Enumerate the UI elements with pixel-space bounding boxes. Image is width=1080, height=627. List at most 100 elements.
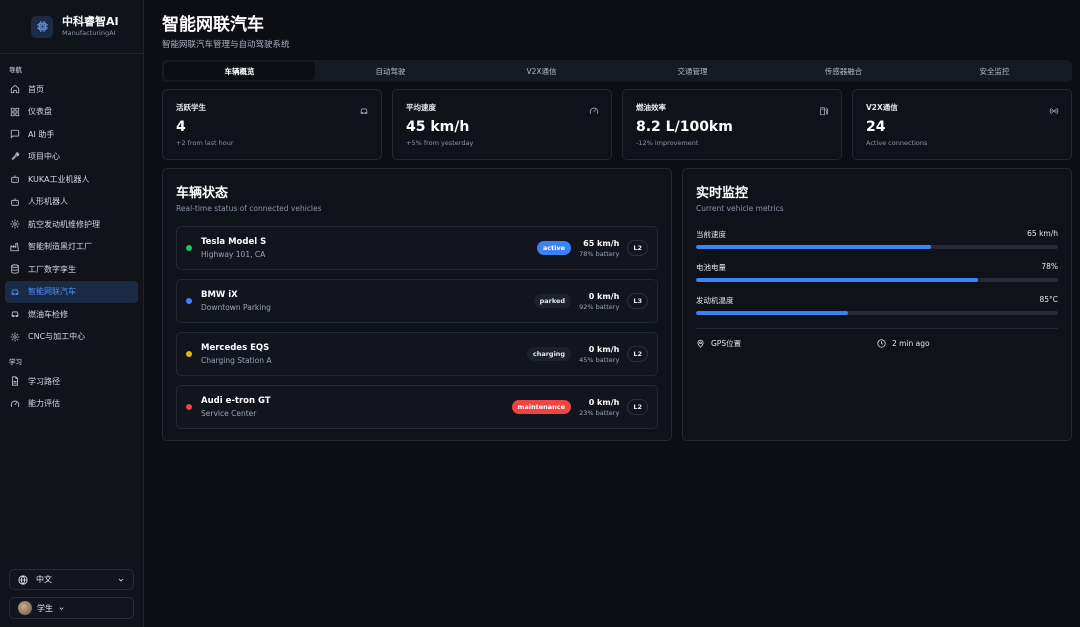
sidebar-item-label: AI 助手 [28, 129, 55, 139]
metric: 电池电量 78% [696, 262, 1058, 282]
stat-card: 燃油效率 8.2 L/100km -12% improvement [622, 89, 842, 160]
metric-label: 当前速度 [696, 230, 726, 239]
stat-card: 平均速度 45 km/h +5% from yesterday [392, 89, 612, 160]
gauge-icon [589, 107, 599, 114]
map-pin-icon [697, 339, 704, 348]
stat-value: 8.2 L/100km [636, 119, 733, 135]
brand[interactable]: 中科睿智AI ManufacturingAI [0, 0, 143, 54]
stat-label: 燃油效率 [636, 103, 666, 112]
status-badge: active [536, 241, 572, 255]
sidebar-item[interactable]: CNC与加工中心 [5, 326, 138, 349]
user-menu-button[interactable]: 学生 [9, 597, 134, 619]
tab[interactable]: 安全监控 [979, 66, 1010, 76]
fuel-icon [819, 107, 829, 116]
metric-label: 电池电量 [696, 263, 726, 272]
sidebar-item[interactable]: 学习路径 [5, 370, 138, 393]
sidebar-item[interactable]: 智能网联汽车 [5, 280, 138, 303]
sidebar-item[interactable]: 项目中心 [5, 146, 138, 169]
learn-section-label: 学习 [9, 358, 22, 366]
signal-icon [1049, 107, 1059, 115]
sidebar-item[interactable]: 航空发动机维修护理 [5, 213, 138, 236]
stats-row: 活跃学生 4 +2 from last hour 平均速度 45 km/h +5… [162, 89, 1072, 160]
vehicle-speed: 0 km/h [588, 397, 620, 407]
gauge-icon [10, 400, 20, 407]
clock-icon [877, 339, 886, 348]
autonomy-level-badge: L2 [627, 346, 648, 362]
autonomy-level-badge: L2 [627, 240, 648, 256]
car-icon [360, 108, 368, 115]
sidebar-item-label: 学习路径 [28, 376, 60, 386]
sidebar-item[interactable]: 仪表盘 [5, 101, 138, 124]
sidebar-item-label: 能力评估 [28, 399, 60, 409]
chevron-down-icon [59, 606, 64, 610]
stat-note: +2 from last hour [176, 139, 234, 147]
sidebar-item-label: 智能制造黑灯工厂 [28, 242, 92, 252]
vehicle-row[interactable]: Mercedes EQS Charging Station A charging… [176, 332, 658, 376]
car-icon [11, 311, 19, 318]
panel-title: 实时监控 [696, 186, 749, 201]
database-icon [11, 264, 19, 274]
user-name: 学生 [37, 603, 53, 613]
vehicle-row[interactable]: Tesla Model S Highway 101, CA active 65 … [176, 226, 658, 270]
sidebar-item-label: 人形机器人 [28, 197, 68, 207]
tab[interactable]: 传感器融合 [824, 66, 863, 76]
tab[interactable]: 自动驾驶 [375, 66, 406, 76]
status-dot [186, 298, 192, 304]
sidebar-item[interactable]: 工厂数字孪生 [5, 258, 138, 281]
progress-fill [696, 278, 979, 282]
main-content: 智能网联汽车 智能网联汽车管理与自动驾驶系统 车辆概览 自动驾驶 V2X通信 交通管理… [144, 0, 1080, 627]
status-badge: maintenance [511, 400, 572, 414]
dashboard-icon [10, 107, 20, 116]
time-label: 2 min ago [892, 339, 930, 348]
nav-section-label: 导航 [9, 66, 22, 74]
page-subtitle: 智能网联汽车管理与自动驾驶系统 [162, 40, 290, 50]
sidebar-item-label: 工厂数字孪生 [28, 264, 76, 274]
progress-bar [696, 278, 1058, 282]
metric: 当前速度 65 km/h [696, 229, 1058, 249]
tab[interactable]: 交通管理 [677, 66, 708, 76]
language-select[interactable]: 中文 [9, 569, 134, 590]
nav-list: 首页仪表盘 AI 助手项目中心 KUKA工业机器人人形机器人航空发动机维修护理智能制… [0, 78, 143, 348]
factory-icon [10, 242, 19, 251]
learn-list: 学习路径 能力评估 [0, 370, 143, 415]
sidebar-item[interactable]: 燃油车检修 [5, 303, 138, 326]
panel-subtitle: Current vehicle metrics [696, 204, 784, 213]
metric: 发动机温度 85°C [696, 295, 1058, 315]
vehicle-battery: 78% battery [579, 249, 620, 258]
sidebar-item-label: 首页 [28, 84, 44, 94]
robot-icon [11, 198, 19, 206]
metric-value: 65 km/h [1027, 229, 1058, 238]
stat-value: 4 [176, 119, 186, 135]
stat-label: 平均速度 [406, 103, 436, 112]
vehicle-battery: 23% battery [579, 408, 620, 417]
sidebar-item[interactable]: 首页 [5, 78, 138, 101]
vehicle-speed: 0 km/h [588, 344, 620, 354]
brand-name: 中科睿智AI [62, 15, 119, 28]
sidebar-item[interactable]: AI 助手 [5, 123, 138, 146]
sidebar-item[interactable]: 能力评估 [5, 393, 138, 416]
status-badge: charging [526, 347, 572, 361]
stat-card: 活跃学生 4 +2 from last hour [162, 89, 382, 160]
vehicle-speed: 0 km/h [588, 291, 620, 301]
sidebar-item[interactable]: KUKA工业机器人 [5, 168, 138, 191]
tab[interactable]: 车辆概览 [164, 62, 315, 80]
chat-icon [10, 130, 20, 139]
metrics-list: 当前速度 65 km/h 电池电量 78% 发动机温度 85°C [696, 229, 1058, 315]
car-icon [11, 289, 19, 295]
stat-label: 活跃学生 [176, 103, 206, 112]
vehicle-row[interactable]: Audi e-tron GT Service Center maintenanc… [176, 385, 658, 429]
sidebar-item[interactable]: 智能制造黑灯工厂 [5, 236, 138, 259]
vehicle-location: Downtown Parking [201, 303, 271, 312]
vehicle-name: Tesla Model S [201, 237, 267, 247]
home-icon [10, 85, 20, 94]
tab[interactable]: V2X通信 [526, 66, 557, 76]
status-badge: parked [533, 294, 572, 308]
stat-note: Active connections [866, 139, 928, 147]
vehicle-battery: 92% battery [579, 302, 620, 311]
status-dot [186, 404, 192, 410]
vehicle-row[interactable]: BMW iX Downtown Parking parked 0 km/h 92… [176, 279, 658, 323]
brand-tagline: ManufacturingAI [62, 29, 116, 37]
chevron-down-icon [118, 578, 124, 582]
sidebar-item[interactable]: 人形机器人 [5, 191, 138, 214]
